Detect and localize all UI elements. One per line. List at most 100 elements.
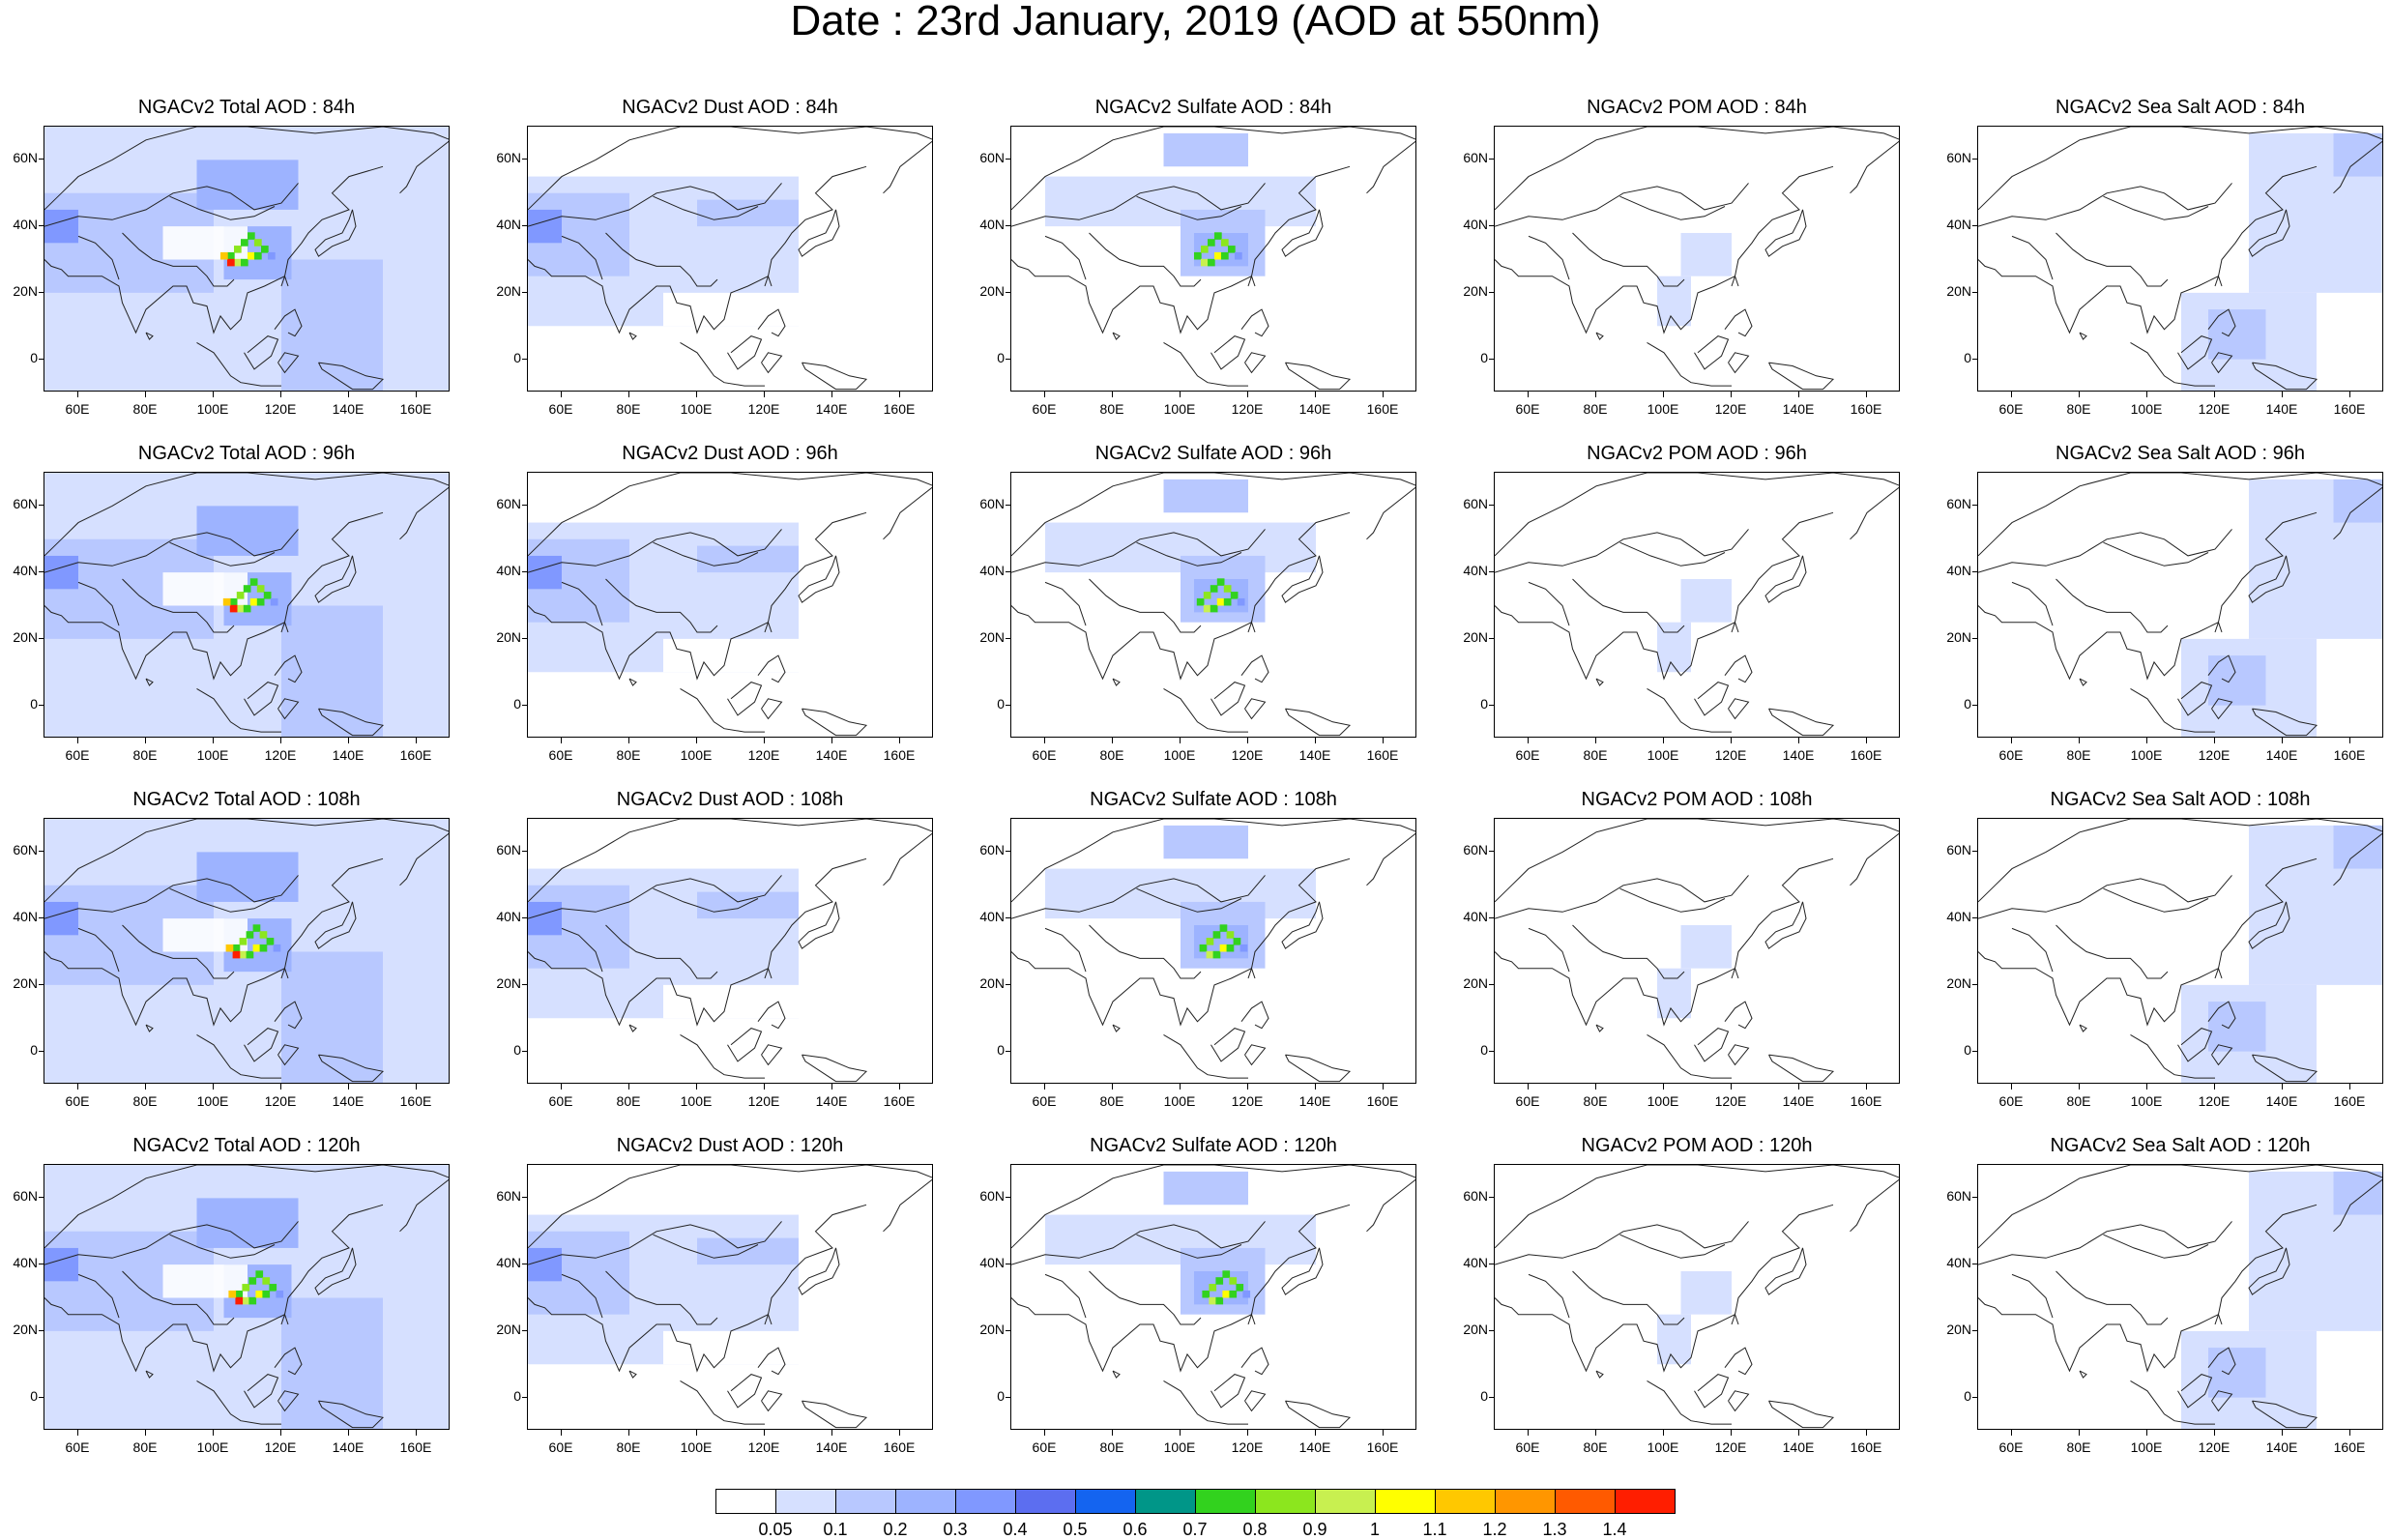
lat-tick-label: 40N xyxy=(979,1255,1005,1271)
coastline xyxy=(1978,857,2318,1027)
coastline xyxy=(628,1370,637,1379)
lat-tick-label: 0 xyxy=(513,695,521,712)
lon-tick xyxy=(1112,738,1113,743)
coastline xyxy=(122,1270,235,1325)
coastline xyxy=(628,332,637,340)
lon-tick xyxy=(1044,738,1045,743)
coastline xyxy=(1697,819,1899,832)
coastline xyxy=(1495,1221,1749,1265)
coastline xyxy=(399,832,449,886)
coastline xyxy=(761,1390,783,1412)
lat-tick xyxy=(522,291,527,293)
aod-map-panel xyxy=(44,126,450,392)
lat-tick xyxy=(39,637,44,639)
coastline xyxy=(1764,555,1807,603)
lon-tick-label: 100E xyxy=(1163,1093,1196,1109)
lat-tick-label: 60N xyxy=(13,842,38,858)
lon-tick-label: 140E xyxy=(332,1093,364,1109)
coastline xyxy=(1495,183,1749,227)
aod-field-patch xyxy=(1194,251,1202,260)
coastline xyxy=(1694,335,1730,370)
lat-tick-label: 0 xyxy=(997,349,1005,365)
coastline xyxy=(605,1270,718,1325)
coastline xyxy=(1163,687,1248,733)
coastline xyxy=(1572,232,1685,287)
lat-tick-label: 40N xyxy=(1946,563,1971,579)
aod-field-patch xyxy=(1237,597,1245,606)
lon-tick xyxy=(2011,1430,2012,1436)
coastline xyxy=(399,140,449,194)
aod-field-patch xyxy=(1208,258,1215,267)
lon-tick-label: 80E xyxy=(1099,747,1124,763)
lat-tick-label: 40N xyxy=(13,909,38,925)
coastline xyxy=(1011,875,1266,919)
aod-map-panel xyxy=(44,818,450,1084)
colorbar-label: 0.5 xyxy=(1063,1520,1088,1539)
aod-field-patch xyxy=(281,1297,383,1429)
lon-tick-label: 100E xyxy=(2130,747,2163,763)
lat-tick-label: 60N xyxy=(1463,842,1488,858)
coastline xyxy=(1978,1204,2318,1373)
lat-tick-label: 0 xyxy=(997,1387,1005,1404)
lat-tick xyxy=(522,505,527,507)
aod-field-patch xyxy=(196,506,299,556)
map-canvas xyxy=(528,819,932,1083)
coastline xyxy=(1044,235,1087,280)
coastline xyxy=(2130,1380,2215,1425)
aod-field-patch xyxy=(1680,925,1732,969)
coastline xyxy=(1495,819,1698,903)
colorbar-label: 0.1 xyxy=(823,1520,848,1539)
lon-tick xyxy=(764,1084,765,1090)
lat-tick xyxy=(1489,291,1494,293)
lat-tick xyxy=(1006,851,1010,853)
lon-tick-label: 140E xyxy=(815,747,848,763)
lat-tick-label: 60N xyxy=(496,496,521,512)
aod-field-patch xyxy=(1235,251,1242,260)
coastline xyxy=(1244,698,1267,720)
lon-tick-label: 80E xyxy=(2066,1439,2091,1455)
coastline xyxy=(798,555,840,603)
coastline xyxy=(761,352,783,374)
lat-tick xyxy=(1972,291,1977,293)
coastline xyxy=(1595,1024,1604,1032)
lon-tick-label: 60E xyxy=(1998,747,2024,763)
lon-tick xyxy=(416,1430,417,1436)
coastline xyxy=(1978,511,2318,681)
coastline xyxy=(1731,1313,1739,1325)
coastline xyxy=(653,541,759,567)
coastline xyxy=(1768,1400,1835,1429)
lat-tick xyxy=(39,1050,44,1052)
coastline xyxy=(2211,1044,2233,1066)
coastline xyxy=(653,887,759,913)
coastline xyxy=(1247,275,1256,287)
coastline xyxy=(1978,127,2181,211)
coastline xyxy=(280,621,289,633)
lon-tick xyxy=(1044,392,1045,397)
lon-tick-label: 160E xyxy=(1850,1439,1882,1455)
coastline xyxy=(680,1033,765,1079)
coastline xyxy=(1495,127,1698,211)
lat-tick xyxy=(1972,1197,1977,1199)
aod-field-patch xyxy=(2208,1348,2266,1398)
lon-tick-label: 100E xyxy=(1647,401,1679,417)
lat-tick-label: 40N xyxy=(1463,563,1488,579)
lat-tick xyxy=(39,159,44,160)
coastline xyxy=(1136,541,1242,567)
lon-tick xyxy=(696,392,697,397)
aod-field-patch xyxy=(1201,246,1209,253)
coastline xyxy=(280,275,289,287)
coastline xyxy=(2214,1313,2223,1325)
lon-tick xyxy=(2079,1084,2080,1090)
coastline xyxy=(2214,621,2223,633)
coastline xyxy=(122,578,235,633)
coastline xyxy=(247,1165,449,1178)
coastline xyxy=(277,1390,300,1412)
colorbar-label: 0.6 xyxy=(1123,1520,1148,1539)
coastline xyxy=(44,819,248,903)
lon-tick-label: 140E xyxy=(1298,747,1331,763)
lat-tick-label: 20N xyxy=(496,1321,521,1337)
aod-field-patch xyxy=(1216,597,1225,606)
lon-tick xyxy=(1798,738,1799,743)
aod-field-patch xyxy=(249,578,258,586)
aod-field-patch xyxy=(1230,592,1239,599)
